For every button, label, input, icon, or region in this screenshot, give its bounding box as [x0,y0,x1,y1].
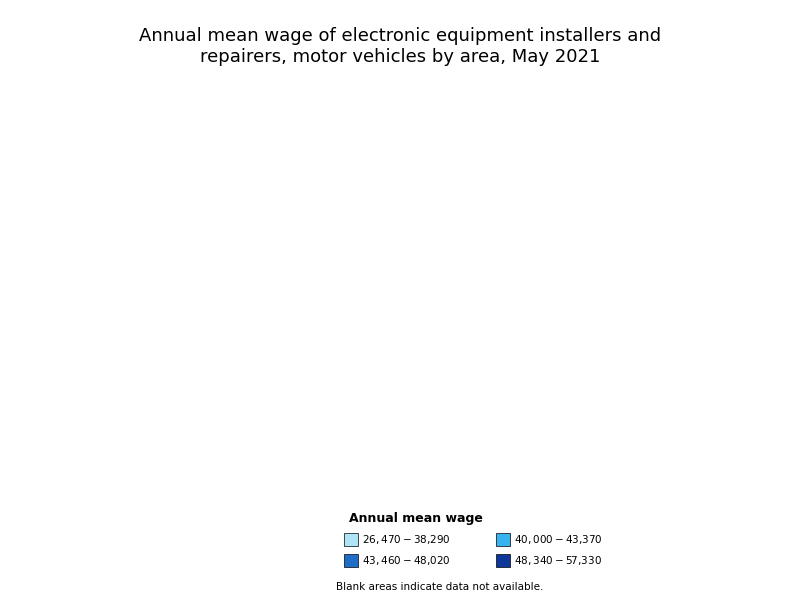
Text: Annual mean wage of electronic equipment installers and
repairers, motor vehicle: Annual mean wage of electronic equipment… [139,27,661,66]
Text: Annual mean wage: Annual mean wage [349,512,483,525]
Text: $48,340 - $57,330: $48,340 - $57,330 [514,554,602,567]
Text: $26,470 - $38,290: $26,470 - $38,290 [362,533,450,546]
Text: $40,000 - $43,370: $40,000 - $43,370 [514,533,602,546]
Text: Blank areas indicate data not available.: Blank areas indicate data not available. [336,582,543,592]
Text: $43,460 - $48,020: $43,460 - $48,020 [362,554,450,567]
